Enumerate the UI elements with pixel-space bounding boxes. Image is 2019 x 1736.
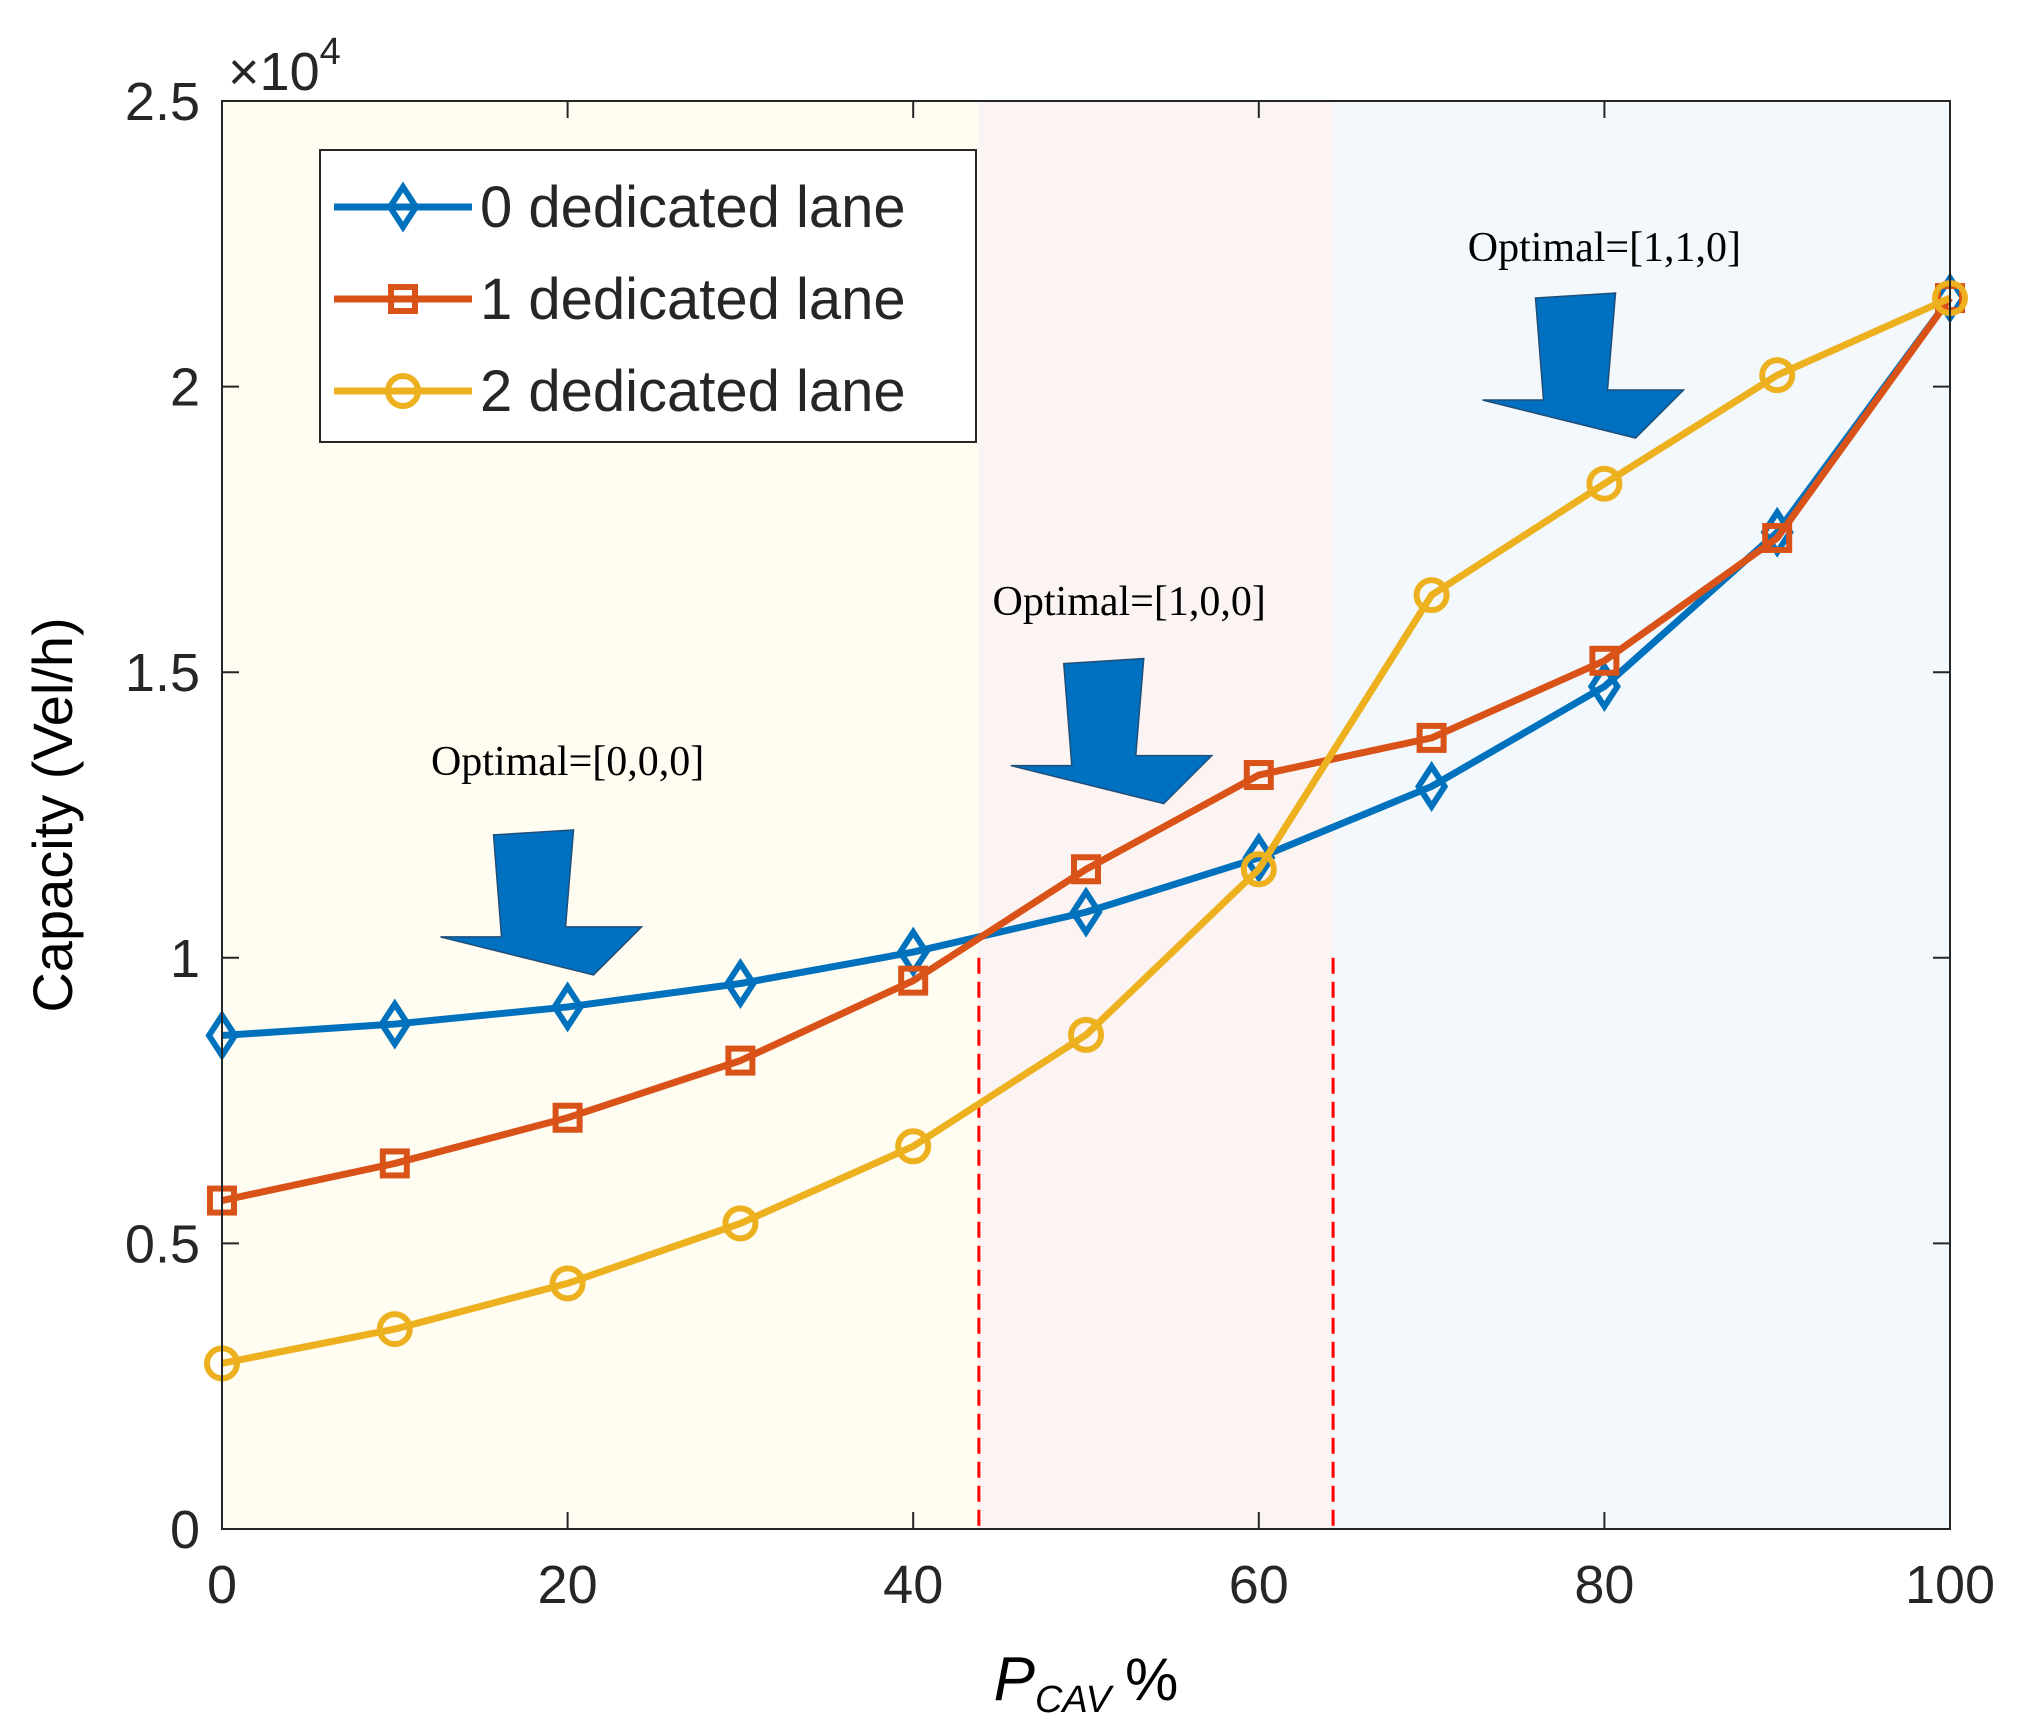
axis-ticks: 0 20 40 60 80 100 0 0.5 1 1.5 2 2.5 (125, 72, 1995, 1615)
arrow-icon (1010, 657, 1214, 805)
arrow-icon (1482, 292, 1686, 439)
data-point (378, 998, 412, 1050)
data-point (1068, 1016, 1104, 1053)
data-point (1243, 760, 1274, 791)
data-point (1587, 660, 1621, 712)
data-point (895, 1128, 932, 1165)
region-1 (978, 101, 1334, 1529)
y-tick-label: 2.5 (125, 72, 200, 132)
annotation-text-0: Optimal=[0,0,0] (431, 739, 704, 785)
y-axis-multiplier-base: ×10 (228, 42, 320, 102)
y-axis-multiplier-exponent: 4 (320, 31, 341, 73)
y-tick-label: 2 (170, 358, 200, 418)
legend-marker-diamond (386, 181, 420, 233)
data-point (1069, 886, 1103, 938)
data-point (379, 1148, 410, 1179)
x-tick-label: 40 (883, 1555, 943, 1615)
y-tick-label: 1 (170, 929, 200, 989)
y-tick-label: 0 (170, 1500, 200, 1560)
data-point (551, 981, 585, 1033)
plot-frame (221, 100, 1951, 1530)
data-point (1240, 851, 1277, 888)
data-point (1759, 357, 1796, 394)
legend-label-0: 0 dedicated lane (480, 175, 906, 240)
data-point (722, 1205, 759, 1242)
annotation-arrows (440, 292, 1686, 976)
arrow-icon (440, 829, 644, 976)
data-point (898, 965, 929, 996)
data-point (549, 1265, 586, 1302)
data-point (1589, 645, 1620, 676)
data-point (1415, 760, 1449, 812)
data-point (376, 1311, 413, 1348)
data-point (552, 1102, 583, 1133)
legend: 0 dedicated lane 1 dedicated lane 2 dedica… (319, 149, 977, 443)
legend-label-2: 2 dedicated lane (480, 359, 906, 424)
series-line-2 (221, 294, 1952, 1367)
x-axis-label-main: P (994, 1645, 1035, 1714)
y-tick-label: 0.5 (125, 1214, 200, 1274)
data-point (896, 926, 930, 978)
data-point (1071, 854, 1101, 885)
y-axis-multiplier: ×104 (228, 31, 341, 102)
annotation-text-1: Optimal=[1,0,0] (993, 579, 1266, 625)
x-tick-label: 0 (207, 1555, 237, 1615)
data-point (1586, 465, 1623, 502)
legend-label-1: 1 dedicated lane (480, 267, 906, 332)
y-tick-label: 1.5 (125, 643, 200, 703)
data-point (723, 957, 757, 1010)
data-point (725, 1045, 756, 1076)
data-point (1762, 522, 1793, 553)
x-tick-label: 20 (538, 1555, 598, 1615)
annotations: Optimal=[0,0,0] Optimal=[1,0,0] Optimal=[1… (431, 225, 1741, 785)
region-2 (1333, 101, 1950, 1529)
annotation-text-2: Optimal=[1,1,0] (1468, 225, 1741, 271)
x-axis-label: PCAV% (994, 1645, 1179, 1721)
x-tick-label: 100 (1905, 1555, 1995, 1615)
data-point (1413, 577, 1450, 614)
x-tick-label: 80 (1574, 1555, 1634, 1615)
x-axis-label-subscript: CAV (1035, 1679, 1115, 1721)
series-line-0 (221, 295, 1953, 1039)
legend-marker-square (388, 284, 418, 314)
y-axis-label: Capacity (Vel/h) (21, 617, 84, 1012)
legend-marker-circle (385, 373, 421, 409)
series-line-1 (221, 296, 1953, 1204)
x-axis-label-suffix: % (1125, 1646, 1178, 1713)
x-tick-label: 60 (1229, 1555, 1289, 1615)
data-point (1416, 722, 1447, 753)
